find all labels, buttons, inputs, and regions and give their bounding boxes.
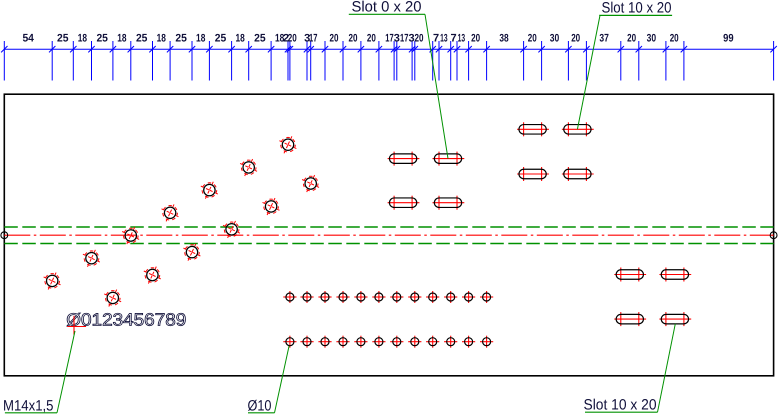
svg-text:17: 17: [309, 32, 317, 44]
svg-text:30: 30: [550, 32, 560, 44]
svg-text:M14x1,5: M14x1,5: [3, 398, 54, 415]
svg-text:37: 37: [599, 32, 609, 44]
svg-text:7: 7: [433, 32, 439, 44]
svg-text:13: 13: [440, 32, 448, 44]
svg-text:20: 20: [471, 32, 480, 44]
svg-text:20: 20: [349, 32, 358, 44]
svg-text:18: 18: [78, 32, 87, 44]
svg-text:20: 20: [288, 32, 297, 44]
svg-text:20: 20: [415, 32, 424, 44]
svg-text:18: 18: [117, 32, 126, 44]
svg-text:20: 20: [330, 32, 339, 44]
svg-text:25: 25: [57, 32, 69, 44]
svg-text:25: 25: [96, 32, 108, 44]
svg-text:3: 3: [304, 32, 310, 44]
svg-text:38: 38: [499, 32, 508, 44]
svg-text:20: 20: [571, 32, 580, 44]
svg-text:99: 99: [723, 32, 734, 44]
svg-text:Slot 10 x 20: Slot 10 x 20: [602, 0, 672, 17]
svg-text:30: 30: [647, 32, 657, 44]
svg-text:3: 3: [394, 32, 400, 44]
svg-text:17: 17: [385, 32, 393, 44]
svg-text:20: 20: [627, 32, 636, 44]
svg-text:25: 25: [175, 32, 187, 44]
svg-text:2: 2: [283, 32, 289, 44]
svg-text:18: 18: [157, 32, 166, 44]
svg-text:18: 18: [235, 32, 244, 44]
svg-text:Ø10: Ø10: [248, 398, 272, 415]
svg-text:7: 7: [450, 32, 456, 44]
svg-text:3: 3: [408, 32, 414, 44]
svg-text:13: 13: [458, 32, 466, 44]
svg-text:Slot 0 x 20: Slot 0 x 20: [352, 0, 422, 16]
svg-text:18: 18: [196, 32, 205, 44]
svg-text:25: 25: [136, 32, 148, 44]
svg-text:18: 18: [275, 32, 284, 44]
svg-text:20: 20: [670, 32, 679, 44]
svg-text:25: 25: [215, 32, 227, 44]
svg-text:54: 54: [22, 32, 34, 44]
svg-text:20: 20: [528, 32, 537, 44]
svg-text:Slot 10 x 20: Slot 10 x 20: [584, 397, 657, 414]
svg-text:Ø0123456789: Ø0123456789: [66, 310, 186, 330]
svg-text:20: 20: [367, 32, 376, 44]
svg-text:25: 25: [254, 32, 266, 44]
svg-text:17: 17: [400, 32, 408, 44]
